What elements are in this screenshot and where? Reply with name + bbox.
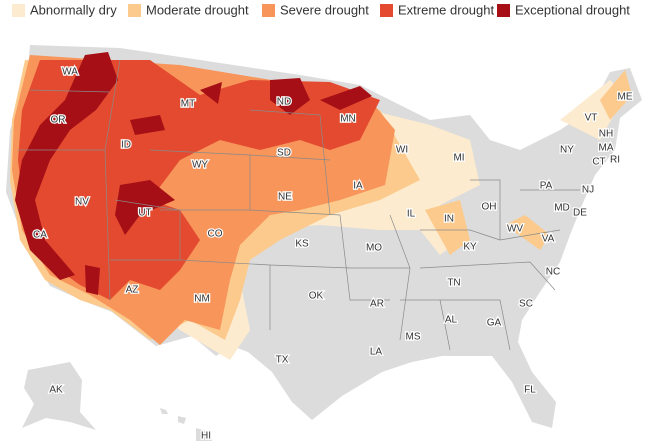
state-label: NY [560,145,574,156]
drought-areas [10,52,632,360]
state-label: NC [546,267,560,278]
alaska [22,362,96,430]
legend-swatch [380,4,393,17]
state-label: CO [208,229,223,240]
state-label: LA [370,347,383,358]
borders [18,59,580,351]
state-label: ID [121,140,131,151]
legend-swatch [128,4,141,17]
legend-swatch [497,4,510,17]
legend-swatch [12,4,25,17]
legend-label: Moderate drought [146,2,249,17]
state-label: MN [340,114,356,125]
legend-label: Exceptional drought [515,2,630,17]
extreme-area [18,60,380,300]
state-label: AK [49,385,63,396]
state-label: ND [277,97,291,108]
hawaii [160,408,212,441]
state-labels: WA OR CA ID NV MT WY UT AZ CO NM ND SD NE KS OK TX MN IA MO… [32,65,634,441]
state-label: CT [592,157,605,168]
state-label: OH [482,202,497,213]
state-label: CA [33,230,47,241]
state-label: WA [62,67,78,78]
state-label: DE [573,208,587,219]
state-label: UT [138,208,151,219]
state-label: KY [463,242,477,253]
legend-label: Abnormally dry [30,2,117,17]
state-label: GA [487,318,502,329]
state-label: OK [309,291,324,302]
state-label: AR [370,299,384,310]
state-label: MO [366,243,382,254]
state-label: MS [406,332,421,343]
state-label: MD [554,203,570,214]
state-label: MI [453,153,464,164]
state-label: KS [295,239,309,250]
state-label: NJ [582,185,594,196]
state-label: FL [524,385,536,396]
state-label: AL [445,315,458,326]
state-label: WI [396,145,408,156]
state-label: AZ [126,285,139,296]
state-label: WY [192,160,208,171]
state-borders [18,59,580,351]
state-label: IA [353,181,363,192]
state-label: IL [407,209,416,220]
state-label: HI [201,431,211,441]
legend-swatch [262,4,275,17]
state-label: WV [507,224,523,235]
state-label: TX [276,355,289,366]
state-label: IN [444,214,454,225]
state-label: MT [181,99,195,110]
state-label: SC [519,299,533,310]
state-label: NV [75,197,89,208]
state-label: VA [542,234,555,245]
state-label: NH [599,129,613,140]
legend: Abnormally dry Moderate drought Severe dro… [12,2,630,17]
state-label: ME [618,92,633,103]
state-label: PA [540,181,553,192]
legend-label: Extreme drought [398,2,494,17]
state-label: OR [51,115,66,126]
state-label: TN [447,278,460,289]
state-label: VT [585,113,598,124]
legend-label: Severe drought [280,2,369,17]
state-label: SD [277,148,291,159]
state-label: MA [599,143,614,154]
state-label: RI [610,155,620,166]
state-label: NE [278,192,292,203]
state-label: NM [194,294,210,305]
